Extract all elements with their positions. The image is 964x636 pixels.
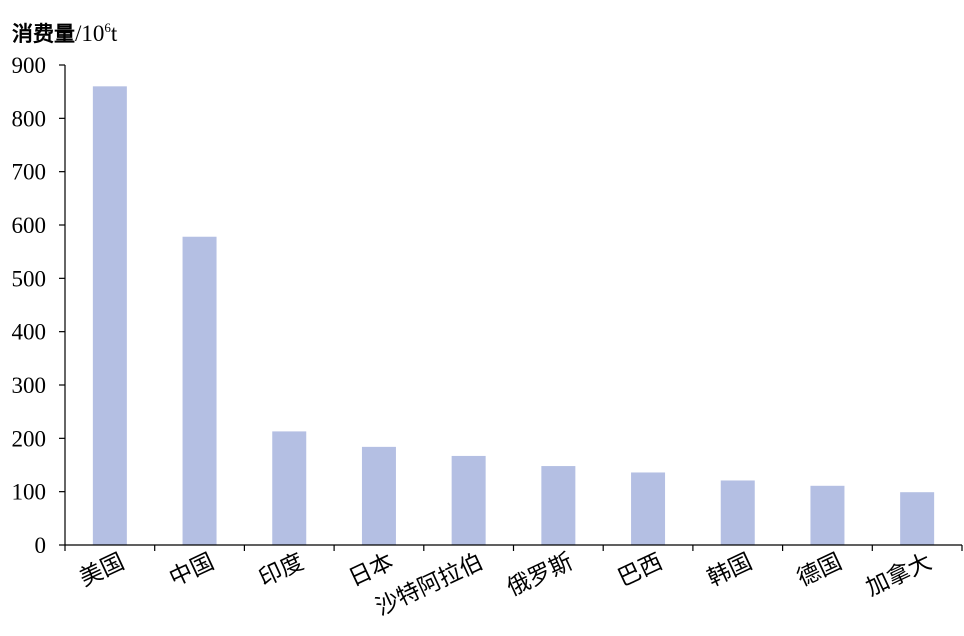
bar [272, 431, 307, 545]
y-axis-label-unit-suffix: t [110, 21, 118, 46]
y-axis-label-name: 消费量 [12, 22, 75, 46]
bar [900, 492, 935, 545]
y-tick-label: 700 [12, 160, 47, 185]
y-tick-label: 200 [12, 426, 47, 451]
bar [182, 236, 217, 545]
bar [720, 480, 755, 545]
bar [541, 466, 576, 545]
y-tick-label: 600 [12, 213, 47, 238]
y-axis-label: 消费量/106t [12, 14, 117, 48]
x-tick-label: 韩国 [704, 549, 756, 591]
y-tick-label: 100 [12, 480, 47, 505]
x-tick-label: 印度 [255, 549, 307, 591]
x-tick-label: 日本 [345, 549, 397, 591]
bar [451, 455, 486, 545]
bar [92, 86, 127, 545]
x-tick-label: 巴西 [614, 549, 666, 591]
y-tick-label: 0 [35, 533, 47, 558]
y-tick-label: 400 [12, 320, 47, 345]
bar [810, 485, 845, 545]
y-axis-label-unit-base: /10 [75, 21, 105, 46]
x-tick-label: 中国 [165, 549, 217, 591]
x-tick-label: 德国 [793, 549, 845, 591]
y-axis-label-unit-exp: 6 [104, 20, 111, 35]
bar [631, 472, 666, 545]
y-tick-label: 500 [12, 266, 47, 291]
y-tick-label: 900 [12, 53, 47, 78]
y-tick-label: 800 [12, 106, 47, 131]
x-tick-label: 加拿大 [862, 548, 936, 601]
x-tick-label: 美国 [76, 549, 128, 591]
bar [361, 446, 396, 545]
y-tick-label: 300 [12, 373, 47, 398]
x-tick-label: 俄罗斯 [503, 549, 576, 601]
